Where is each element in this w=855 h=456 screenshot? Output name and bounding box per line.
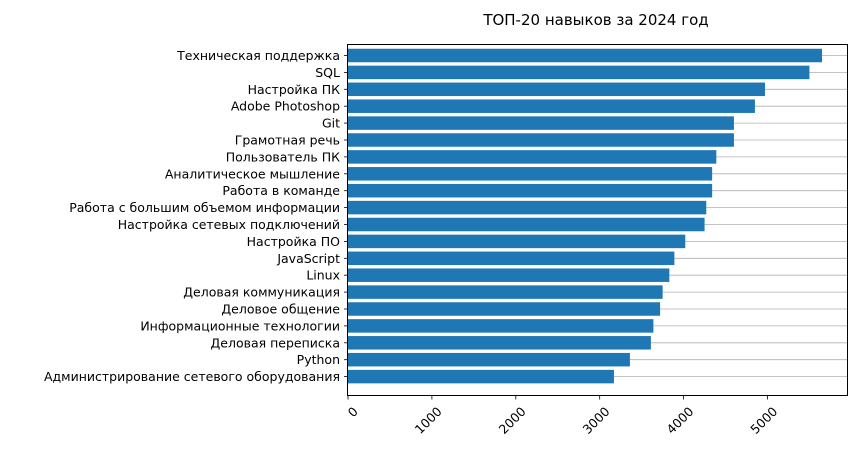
bar xyxy=(348,302,661,316)
bar xyxy=(348,99,755,113)
category-label: Техническая поддержка xyxy=(176,48,340,63)
bar xyxy=(348,65,810,80)
bar xyxy=(348,319,654,333)
category-label: Настройка сетевых подключений xyxy=(118,217,340,232)
bar xyxy=(348,200,707,215)
bar xyxy=(348,167,713,181)
bar xyxy=(348,352,630,367)
bar xyxy=(348,82,765,97)
x-tick-label: 0 xyxy=(345,404,361,420)
category-label: Работа с большим объемом информации xyxy=(69,200,340,215)
plot-frame xyxy=(347,44,848,396)
bar xyxy=(348,369,614,384)
category-label: Настройка ПК xyxy=(248,82,341,97)
category-label: Аналитическое мышление xyxy=(165,166,340,181)
bars xyxy=(348,48,823,384)
bar xyxy=(348,183,713,198)
category-label: SQL xyxy=(315,65,340,80)
bar xyxy=(348,217,705,232)
category-labels: Техническая поддержка SQL Настройка ПК Adob… xyxy=(44,48,340,384)
x-tick-label: 5000 xyxy=(747,404,780,437)
category-label: Работа в команде xyxy=(222,183,340,198)
category-label: Adobe Photoshop xyxy=(231,99,340,114)
bar xyxy=(348,133,734,147)
category-label: Деловая переписка xyxy=(211,335,340,350)
x-tick-label: 1000 xyxy=(412,404,445,437)
category-label: Git xyxy=(322,116,340,131)
x-tick-label: 4000 xyxy=(663,404,696,437)
bar xyxy=(348,268,670,282)
bar xyxy=(348,336,651,350)
category-label: Информационные технологии xyxy=(140,318,340,333)
category-label: Грамотная речь xyxy=(235,133,340,148)
x-tick-label: 2000 xyxy=(496,404,529,437)
bar xyxy=(348,116,734,130)
category-label: Linux xyxy=(306,268,340,283)
bar xyxy=(348,48,823,63)
category-label: Пользователь ПК xyxy=(226,149,340,164)
category-label: Настройка ПО xyxy=(247,234,341,249)
x-tick-label: 3000 xyxy=(580,404,613,437)
chart-title: ТОП-20 навыков за 2024 год xyxy=(482,11,708,29)
category-label: Python xyxy=(297,352,340,367)
bar xyxy=(348,251,675,266)
category-label: Деловая коммуникация xyxy=(183,285,340,300)
bar xyxy=(348,234,686,249)
category-label: Администрирование сетевого оборудования xyxy=(44,369,340,384)
category-label: JavaScript xyxy=(276,251,340,266)
bar xyxy=(348,150,717,164)
category-label: Деловое общение xyxy=(221,302,340,317)
bar xyxy=(348,285,663,299)
